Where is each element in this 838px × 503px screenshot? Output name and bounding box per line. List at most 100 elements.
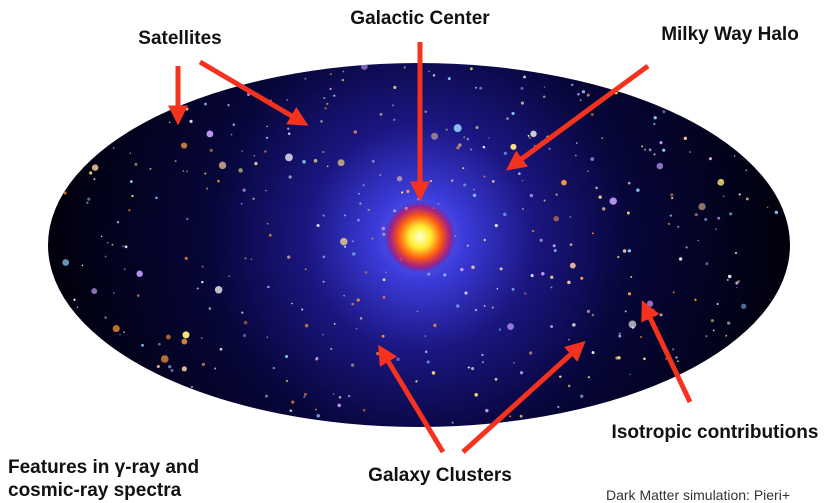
star	[451, 180, 453, 182]
star	[522, 208, 524, 210]
star	[745, 169, 747, 171]
star	[471, 367, 474, 370]
star	[227, 104, 229, 106]
star	[580, 277, 583, 280]
star	[438, 203, 440, 205]
star	[113, 292, 114, 293]
star	[641, 145, 643, 147]
star	[267, 286, 269, 288]
star	[376, 352, 379, 355]
star	[550, 276, 553, 279]
star	[675, 356, 677, 358]
star	[182, 366, 187, 371]
star	[510, 144, 516, 150]
star	[715, 228, 717, 230]
star	[105, 256, 107, 258]
star	[729, 212, 732, 215]
star	[737, 280, 740, 283]
star	[202, 266, 204, 268]
star	[627, 212, 630, 215]
star	[175, 160, 177, 162]
star	[233, 124, 235, 126]
star	[632, 327, 635, 330]
star	[393, 119, 395, 121]
star	[185, 108, 188, 111]
star	[231, 134, 233, 136]
star	[698, 203, 705, 210]
star	[430, 180, 432, 182]
star	[141, 344, 144, 347]
star	[342, 71, 344, 73]
label: Galaxy Clusters	[368, 465, 512, 486]
star	[483, 175, 485, 177]
star	[511, 112, 514, 115]
star	[739, 193, 741, 195]
star	[548, 148, 550, 150]
star	[64, 192, 67, 195]
star	[529, 351, 532, 354]
star	[327, 166, 329, 168]
star	[169, 122, 170, 123]
star	[242, 188, 245, 191]
star	[717, 179, 724, 186]
star	[495, 224, 498, 227]
star	[570, 243, 573, 246]
star	[265, 395, 268, 398]
star	[528, 135, 530, 137]
star	[473, 189, 474, 190]
star	[181, 339, 187, 345]
star	[339, 396, 342, 399]
star	[668, 223, 670, 225]
star	[334, 323, 336, 325]
star	[155, 197, 158, 200]
star	[686, 246, 688, 248]
label: Isotropic contributions	[612, 422, 819, 443]
star	[136, 271, 142, 277]
star	[521, 102, 524, 105]
star	[62, 259, 69, 266]
star	[322, 214, 324, 216]
star	[338, 159, 345, 166]
star	[592, 314, 595, 317]
star	[363, 184, 365, 186]
star	[531, 274, 534, 277]
star	[559, 375, 561, 377]
star	[322, 334, 324, 336]
star	[734, 155, 736, 157]
star	[166, 335, 171, 340]
star	[653, 153, 655, 155]
star	[629, 374, 630, 375]
star	[371, 237, 373, 239]
star	[602, 207, 605, 210]
star	[379, 174, 381, 176]
star	[269, 234, 272, 237]
star	[383, 278, 386, 281]
label: Galactic Center	[350, 8, 490, 29]
star	[711, 319, 714, 322]
star	[463, 183, 466, 186]
star	[432, 371, 436, 375]
star	[587, 310, 590, 313]
star	[112, 244, 114, 246]
star	[479, 87, 482, 90]
star	[433, 324, 436, 327]
star	[241, 150, 242, 151]
star	[77, 306, 79, 308]
star	[186, 171, 188, 173]
star	[326, 103, 328, 105]
star	[363, 409, 366, 412]
star	[462, 167, 464, 169]
star	[344, 246, 346, 248]
star	[228, 275, 230, 277]
diagram: Satellites Galactic Center Milky Way Hal…	[0, 0, 838, 503]
star	[101, 236, 103, 238]
star	[417, 311, 418, 312]
star	[286, 380, 288, 382]
star	[161, 355, 169, 363]
star	[189, 120, 192, 123]
star	[543, 96, 546, 99]
star	[769, 299, 770, 300]
star	[425, 335, 427, 337]
star	[698, 240, 699, 241]
star	[238, 168, 242, 172]
